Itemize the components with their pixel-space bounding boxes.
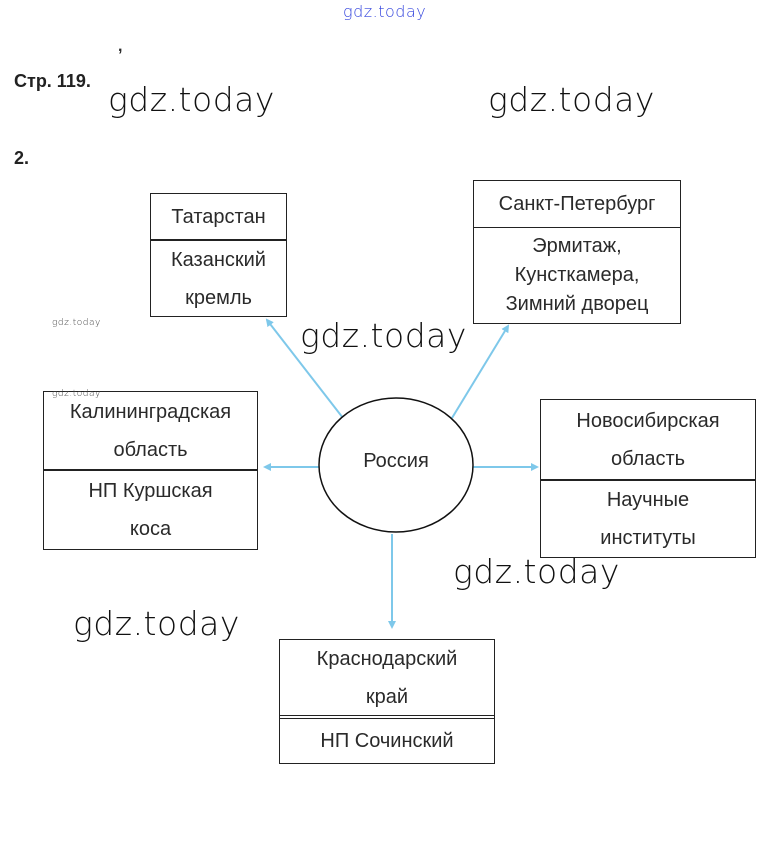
text-line: кремль bbox=[185, 286, 252, 309]
watermark: gdz.today bbox=[300, 316, 467, 355]
node-novosibirsk: Новосибирская область Научные институты bbox=[540, 399, 756, 558]
text-line: область bbox=[113, 438, 188, 461]
watermark: gdz.today bbox=[108, 80, 275, 119]
watermark: gdz.today bbox=[343, 2, 427, 21]
text-line: Кунсткамера, bbox=[514, 264, 640, 286]
text-line: Эрмитаж, bbox=[532, 235, 622, 257]
divider bbox=[280, 715, 494, 719]
page-label: Стр. 119. bbox=[14, 71, 91, 91]
region-label: Новосибирская область bbox=[541, 400, 755, 479]
sight-label: Научные институты bbox=[541, 481, 755, 557]
text-line: НП Сочинский bbox=[320, 730, 454, 752]
arrow-to-spb bbox=[451, 324, 510, 419]
center-label: Россия bbox=[363, 450, 429, 472]
sight-label: Эрмитаж, Кунсткамера, Зимний дворец bbox=[474, 228, 680, 323]
sight-label: Казанский кремль bbox=[151, 241, 286, 316]
watermark: gdz.today bbox=[52, 389, 101, 399]
stray-mark: , bbox=[118, 38, 123, 55]
node-spb: Санкт-Петербург Эрмитаж, Кунсткамера, Зимн… bbox=[473, 180, 681, 324]
text-line: коса bbox=[129, 518, 172, 540]
divider bbox=[474, 227, 680, 228]
text-line: Краснодарский bbox=[316, 647, 458, 670]
region-label: Калининградская область bbox=[44, 392, 257, 469]
text-line: Научные bbox=[606, 489, 690, 511]
text-line: край bbox=[365, 685, 409, 708]
text-line: Казанский bbox=[171, 248, 266, 271]
watermark: gdz.today bbox=[488, 80, 655, 119]
text-line: НП Куршская bbox=[88, 480, 213, 502]
watermark: gdz.today bbox=[73, 604, 240, 643]
region-label: Татарстан bbox=[151, 194, 286, 239]
sight-label: НП Сочинский bbox=[280, 719, 494, 763]
region-label: Санкт-Петербург bbox=[474, 181, 680, 227]
arrow-to-tatarstan bbox=[265, 318, 344, 419]
text-line: область bbox=[610, 447, 686, 470]
node-tatarstan: Татарстан Казанский кремль bbox=[150, 193, 287, 317]
text-line: Новосибирская bbox=[576, 409, 720, 432]
watermark: gdz.today bbox=[453, 552, 620, 591]
divider bbox=[541, 479, 755, 481]
node-kaliningrad: Калининградская область НП Куршская коса bbox=[43, 391, 258, 550]
sight-label: НП Куршская коса bbox=[44, 471, 257, 549]
region-label: Краснодарский край bbox=[280, 640, 494, 715]
text-line: институты bbox=[600, 527, 696, 549]
node-krasnodar: Краснодарский край НП Сочинский bbox=[279, 639, 495, 764]
divider bbox=[44, 469, 257, 471]
text-line: Санкт-Петербург bbox=[498, 193, 656, 215]
text-line: Зимний дворец bbox=[505, 293, 649, 315]
watermark: gdz.today bbox=[52, 318, 101, 328]
task-number: 2. bbox=[14, 148, 30, 168]
text-line: Калининградская bbox=[69, 400, 232, 423]
divider bbox=[151, 239, 286, 241]
text-line: Татарстан bbox=[171, 205, 266, 228]
center-ellipse bbox=[318, 397, 474, 533]
